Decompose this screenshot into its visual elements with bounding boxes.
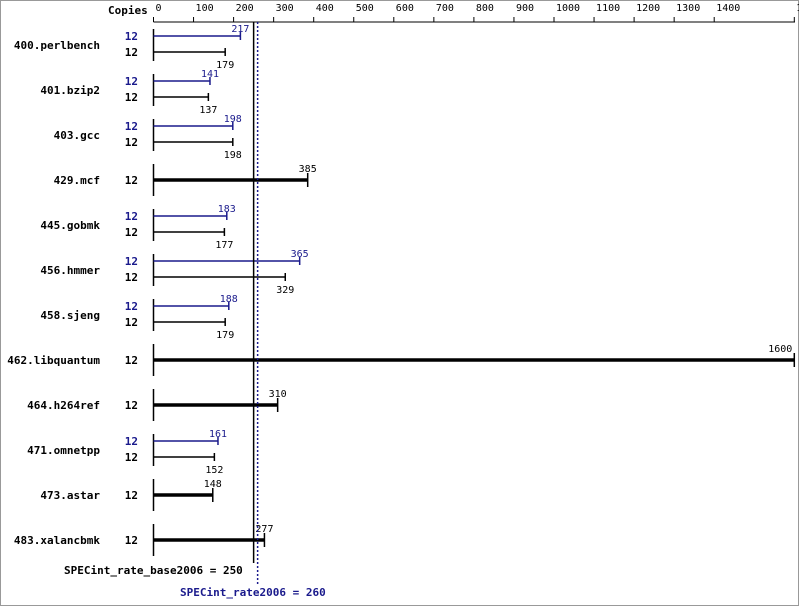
benchmark-name: 458.sjeng: [40, 309, 100, 322]
peak-value-label: 161: [209, 429, 227, 440]
copies-peak: 12: [125, 30, 138, 43]
copies-peak: 12: [125, 75, 138, 88]
copies-base: 12: [125, 226, 138, 239]
benchmark-462-libquantum: 462.libquantum 12 1600: [7, 344, 796, 376]
base-value-label: 329: [276, 285, 294, 296]
copies-base: 12: [125, 46, 138, 59]
copies-base: 12: [125, 174, 138, 187]
benchmark-name: 445.gobmk: [40, 219, 100, 232]
tick-label: 900: [516, 3, 534, 14]
tick-label: 100: [196, 3, 214, 14]
copies-base: 12: [125, 451, 138, 464]
tick-label: 1000: [556, 3, 580, 14]
copies-peak: 12: [125, 255, 138, 268]
benchmark-rows: 400.perlbench 12 217 12 179 401.bzip2 12 141 12 1…: [7, 24, 796, 556]
benchmark-471-omnetpp: 471.omnetpp 12 161 12 152: [27, 429, 227, 476]
copies-base: 12: [125, 399, 138, 412]
benchmark-483-xalancbmk: 483.xalancbmk 12 277: [14, 524, 273, 556]
copies-base: 12: [125, 136, 138, 149]
tick-label: 1100: [596, 3, 620, 14]
base-value-label: 310: [269, 389, 287, 400]
tick-label: 400: [316, 3, 334, 14]
peak-value-label: 365: [291, 249, 309, 260]
axis-ticks: 0 100 200 300 400 500 600 700 800 900 1000 1100 1200…: [153, 3, 799, 23]
tick-label: 700: [436, 3, 454, 14]
base-value-label: 148: [204, 479, 222, 490]
base-value-label: 137: [199, 105, 217, 116]
copies-base: 12: [125, 354, 138, 367]
benchmark-name: 456.hmmer: [40, 264, 100, 277]
peak-value-label: 141: [201, 69, 219, 80]
copies-peak: 12: [125, 210, 138, 223]
peak-summary-label: SPECint_rate2006 = 260: [180, 586, 326, 599]
tick-label: 800: [476, 3, 494, 14]
benchmark-name: 403.gcc: [54, 129, 100, 142]
base-value-label: 177: [215, 240, 233, 251]
benchmark-473-astar: 473.astar 12 148: [40, 479, 222, 511]
peak-value-label: 188: [220, 294, 238, 305]
base-value-label: 152: [205, 465, 223, 476]
copies-peak: 12: [125, 300, 138, 313]
base-value-label: 179: [216, 330, 234, 341]
benchmark-458-sjeng: 458.sjeng 12 188 12 179: [40, 294, 237, 341]
benchmark-401-bzip2: 401.bzip2 12 141 12 137: [40, 69, 219, 116]
benchmark-400-perlbench: 400.perlbench 12 217 12 179: [14, 24, 250, 71]
benchmark-429-mcf: 429.mcf 12 385: [54, 164, 317, 196]
copies-base: 12: [125, 316, 138, 329]
base-value-label: 198: [224, 150, 242, 161]
benchmark-name: 400.perlbench: [14, 39, 100, 52]
benchmark-445-gobmk: 445.gobmk 12 183 12 177: [40, 204, 235, 251]
benchmark-464-h264ref: 464.h264ref 12 310: [27, 389, 287, 421]
benchmark-name: 429.mcf: [54, 174, 100, 187]
benchmark-name: 462.libquantum: [7, 354, 100, 367]
benchmark-name: 471.omnetpp: [27, 444, 100, 457]
tick-label: 1400: [716, 3, 740, 14]
tick-label: 0: [156, 3, 162, 14]
benchmark-403-gcc: 403.gcc 12 198 12 198: [54, 114, 242, 161]
summary-lines: SPECint_rate_base2006 = 250 SPECint_rate2…: [64, 22, 326, 599]
peak-value-label: 198: [224, 114, 242, 125]
benchmark-name: 473.astar: [40, 489, 100, 502]
tick-label: 600: [396, 3, 414, 14]
copies-base: 12: [125, 534, 138, 547]
benchmark-name: 401.bzip2: [40, 84, 100, 97]
base-summary-label: SPECint_rate_base2006 = 250: [64, 564, 243, 577]
base-value-label: 277: [255, 524, 273, 535]
copies-header: Copies: [108, 4, 148, 17]
tick-label: 300: [276, 3, 294, 14]
benchmark-name: 464.h264ref: [27, 399, 100, 412]
tick-label: 1200: [636, 3, 660, 14]
base-value-label: 179: [216, 60, 234, 71]
benchmark-name: 483.xalancbmk: [14, 534, 100, 547]
peak-value-label: 217: [231, 24, 249, 35]
base-value-label: 385: [299, 164, 317, 175]
copies-base: 12: [125, 489, 138, 502]
copies-peak: 12: [125, 120, 138, 133]
benchmark-456-hmmer: 456.hmmer 12 365 12 329: [40, 249, 308, 296]
tick-label: 1300: [676, 3, 700, 14]
peak-value-label: 183: [218, 204, 236, 215]
copies-peak: 12: [125, 435, 138, 448]
copies-base: 12: [125, 271, 138, 284]
base-value-label: 1600: [768, 344, 792, 355]
tick-label: 200: [236, 3, 254, 14]
copies-base: 12: [125, 91, 138, 104]
tick-label: 1600: [796, 3, 799, 14]
tick-label: 500: [356, 3, 374, 14]
